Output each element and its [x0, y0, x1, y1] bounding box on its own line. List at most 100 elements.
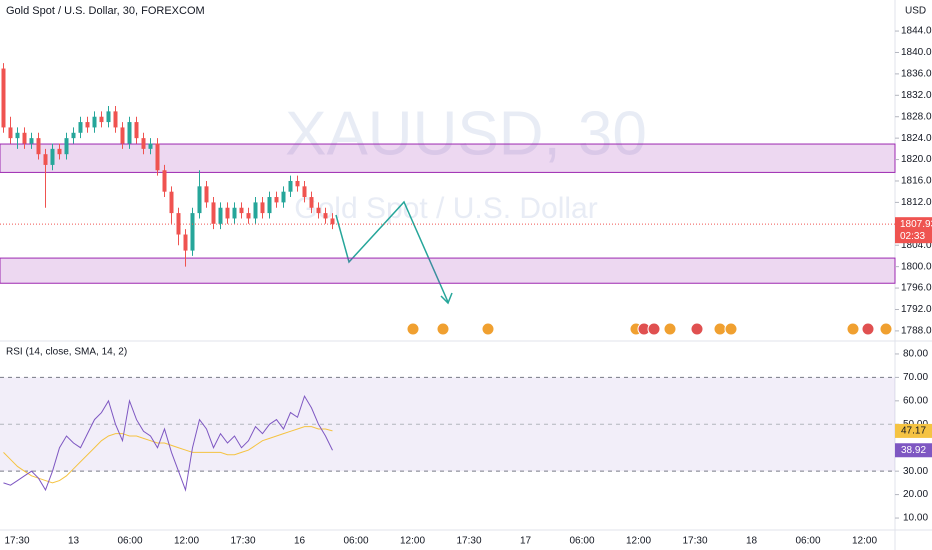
candle-body — [50, 148, 55, 165]
candle-body — [274, 197, 279, 203]
y-tick-label: 1804.00 — [901, 240, 932, 251]
candle-body — [169, 191, 174, 214]
y-tick-label: 1812.00 — [901, 197, 932, 208]
x-tick-label: 13 — [68, 536, 80, 547]
rsi-y-tick-label: 80.00 — [903, 349, 928, 360]
candle-body — [127, 122, 132, 144]
candle-body — [141, 138, 146, 149]
y-tick-label: 1792.00 — [901, 304, 932, 315]
y-tick-label: 1820.00 — [901, 154, 932, 165]
candle-body — [218, 207, 223, 224]
x-tick-label: 18 — [746, 536, 758, 547]
y-tick-label: 1824.00 — [901, 133, 932, 144]
candle-body — [302, 186, 307, 198]
x-tick-label: 12:00 — [400, 536, 425, 547]
rsi-line — [3, 426, 333, 484]
event-icon[interactable] — [481, 322, 495, 336]
x-tick-label: 16 — [294, 536, 306, 547]
candle-body — [1, 68, 6, 128]
candle-body — [204, 186, 209, 203]
chart-title: Gold Spot / U.S. Dollar, 30, FOREXCOM — [6, 5, 205, 17]
candle-body — [183, 234, 188, 251]
candle-body — [176, 213, 181, 235]
candle-body — [260, 202, 265, 214]
candle-body — [295, 180, 300, 187]
candle-body — [253, 202, 258, 219]
y-tick-label: 1828.00 — [901, 111, 932, 122]
candle-body — [330, 218, 335, 225]
rsi-y-tick-label: 60.00 — [903, 395, 928, 406]
candle-body — [309, 197, 314, 208]
y-tick-label: 1816.00 — [901, 176, 932, 187]
event-icon[interactable] — [436, 322, 450, 336]
candle-body — [85, 122, 90, 128]
rsi-value-label: 47.17 — [901, 426, 926, 437]
x-tick-label: 17:30 — [682, 536, 707, 547]
candle-body — [43, 154, 48, 165]
event-icon[interactable] — [724, 322, 738, 336]
x-tick-label: 12:00 — [852, 536, 877, 547]
event-icon[interactable] — [690, 322, 704, 336]
candle-body — [64, 138, 69, 155]
zone — [0, 143, 896, 173]
candle-body — [15, 132, 20, 139]
candle-body — [71, 132, 76, 139]
candle-body — [8, 127, 13, 139]
candle-body — [134, 122, 139, 139]
candle-body — [22, 132, 27, 144]
candle-body — [281, 191, 286, 203]
candle-body — [113, 111, 118, 128]
candle-body — [57, 148, 62, 155]
rsi-y-tick-label: 10.00 — [903, 513, 928, 524]
y-tick-label: 1788.00 — [901, 326, 932, 337]
y-tick-label: 1800.00 — [901, 261, 932, 272]
y-tick-label: 1840.00 — [901, 47, 932, 58]
x-tick-label: 17:30 — [4, 536, 29, 547]
candle-body — [99, 116, 104, 123]
candle-body — [323, 213, 328, 219]
candle-body — [29, 138, 34, 144]
event-icon[interactable] — [846, 322, 860, 336]
rsi-value-label: 38.92 — [901, 445, 926, 456]
x-tick-label: 06:00 — [117, 536, 142, 547]
rsi-line — [3, 394, 333, 492]
event-icons — [406, 322, 893, 336]
x-tick-label: 12:00 — [626, 536, 651, 547]
candle-body — [239, 207, 244, 214]
rsi-title: RSI (14, close, SMA, 14, 2) — [6, 347, 127, 358]
candle-body — [148, 143, 153, 149]
event-icon[interactable] — [406, 322, 420, 336]
watermark-subtitle: Gold Spot / U.S. Dollar — [294, 192, 597, 225]
arrow-head — [440, 292, 453, 305]
candle-body — [232, 207, 237, 219]
watermark: XAUUSD, 30 — [285, 99, 647, 168]
candle-body — [267, 197, 272, 214]
event-icon[interactable] — [879, 322, 893, 336]
y-tick-label: 1844.00 — [901, 26, 932, 37]
candle-body — [316, 207, 321, 214]
y-tick-label: 1836.00 — [901, 69, 932, 80]
x-tick-label: 17:30 — [230, 536, 255, 547]
countdown: 02:33 — [900, 231, 925, 242]
candle-body — [78, 122, 83, 133]
x-tick-label: 12:00 — [174, 536, 199, 547]
event-icon[interactable] — [713, 322, 727, 336]
candle-body — [211, 202, 216, 224]
rsi-y-tick-label: 20.00 — [903, 489, 928, 500]
x-tick-label: 06:00 — [795, 536, 820, 547]
candle-body — [162, 170, 167, 192]
candle-body — [120, 127, 125, 144]
x-tick-label: 06:00 — [343, 536, 368, 547]
event-icon[interactable] — [647, 322, 661, 336]
candle-body — [155, 143, 160, 171]
rsi-y-tick-label: 70.00 — [903, 372, 928, 383]
last-price-box — [895, 217, 932, 244]
currency: USD — [905, 6, 926, 17]
event-icon[interactable] — [861, 322, 875, 336]
x-tick-label: 17 — [520, 536, 532, 547]
candle-body — [190, 213, 195, 251]
rsi-value-box — [895, 443, 932, 458]
event-icon[interactable] — [663, 322, 677, 336]
